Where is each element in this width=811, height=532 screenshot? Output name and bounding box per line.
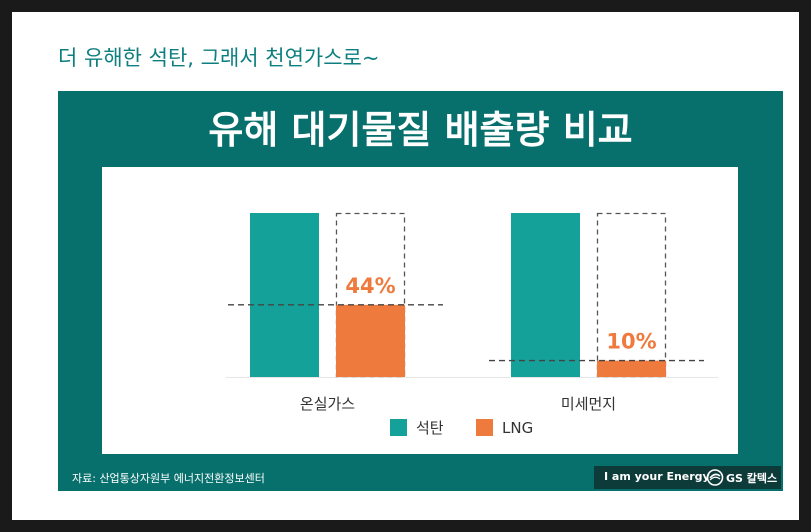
bar-석탄-미세먼지 — [511, 213, 580, 377]
brand-tagline: I am your Energy — [604, 470, 710, 483]
legend-label-석탄: 석탄 — [416, 419, 444, 437]
headline: 더 유해한 석탄, 그래서 천연가스로~ — [58, 46, 380, 70]
legend-swatch-LNG — [476, 419, 493, 436]
category-label-온실가스: 온실가스 — [300, 395, 355, 413]
bar-LNG-미세먼지 — [597, 360, 666, 377]
bar-석탄-온실가스 — [250, 213, 319, 377]
bar-LNG-온실가스 — [336, 304, 405, 377]
chart-title: 유해 대기물질 배출량 비교 — [208, 108, 633, 152]
source-note: 자료: 산업통상자원부 에너지전환정보센터 — [72, 472, 265, 485]
data-label-미세먼지: 10% — [606, 330, 656, 354]
data-label-온실가스: 44% — [345, 274, 395, 298]
brand-name: GS 칼텍스 — [726, 472, 778, 485]
gs-logo-icon — [706, 469, 724, 486]
category-label-미세먼지: 미세먼지 — [561, 395, 616, 413]
legend-swatch-석탄 — [390, 419, 407, 436]
legend-label-LNG: LNG — [502, 419, 533, 437]
brand-bar: I am your Energy GS 칼텍스 — [594, 466, 781, 489]
